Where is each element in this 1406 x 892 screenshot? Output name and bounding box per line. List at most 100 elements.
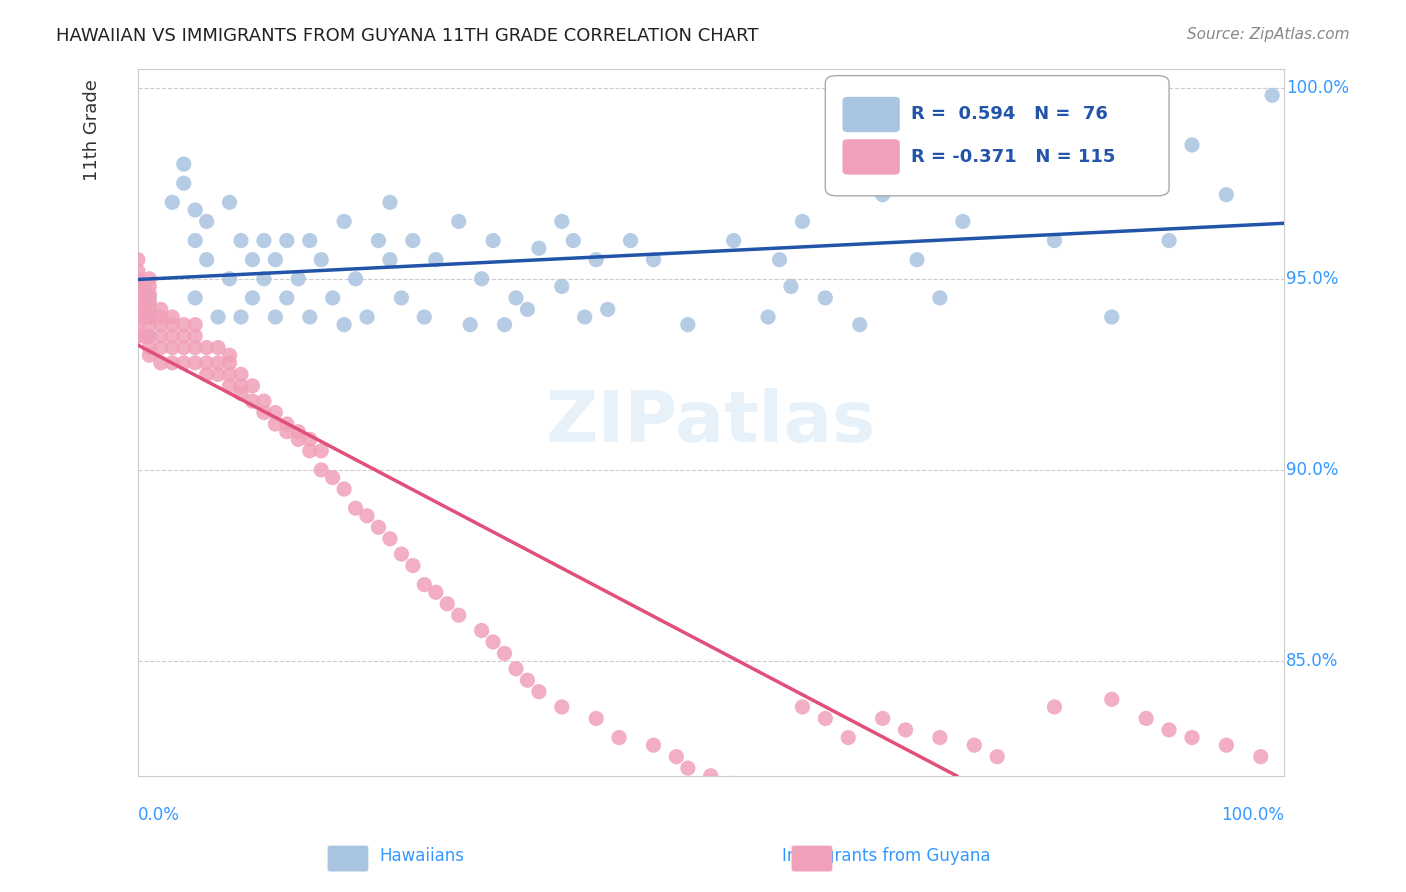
Point [643,252,665,267]
Point [229,310,252,324]
Point [162,310,184,324]
Point [963,738,986,752]
FancyBboxPatch shape [825,76,1168,196]
FancyBboxPatch shape [842,139,900,175]
Point [195,341,218,355]
Point [229,368,252,382]
Point [494,647,516,661]
Point [905,252,928,267]
Point [413,310,436,324]
Point [1135,711,1157,725]
Point [195,368,218,382]
Point [287,272,309,286]
Point [127,287,149,301]
Point [952,214,974,228]
Point [138,329,160,343]
Point [242,394,264,409]
Point [229,379,252,393]
Point [253,234,276,248]
Point [184,202,207,217]
Text: Immigrants from Guyana: Immigrants from Guyana [782,847,990,865]
Point [596,302,619,317]
Point [471,624,494,638]
Point [298,443,321,458]
Point [527,684,550,698]
Point [872,187,894,202]
Point [607,731,630,745]
Point [162,341,184,355]
Point [132,329,155,343]
Point [149,318,172,332]
Point [322,291,344,305]
Text: ZIPatlas: ZIPatlas [546,388,876,457]
Point [516,302,538,317]
Point [551,279,574,293]
Point [447,608,470,623]
Point [173,329,195,343]
Point [138,341,160,355]
Point [162,329,184,343]
Point [127,291,149,305]
Point [184,234,207,248]
Text: 95.0%: 95.0% [1286,269,1339,288]
Point [848,318,870,332]
Point [378,195,401,210]
Text: 0.0%: 0.0% [138,806,180,824]
Point [585,252,607,267]
Point [218,195,240,210]
Point [734,788,756,802]
Point [242,379,264,393]
Point [792,700,814,714]
Point [425,252,447,267]
Point [298,433,321,447]
Point [780,279,803,293]
Point [700,769,723,783]
Point [1261,88,1284,103]
Point [482,635,505,649]
Point [218,356,240,370]
Point [322,470,344,484]
Point [344,501,367,516]
Point [264,417,287,431]
Point [276,234,298,248]
Point [929,291,952,305]
Point [138,272,160,286]
Point [333,482,356,496]
Point [1101,310,1123,324]
Point [229,234,252,248]
Point [1043,234,1066,248]
Point [723,234,745,248]
Point [309,463,332,477]
Point [1215,738,1237,752]
Text: 11th Grade: 11th Grade [83,79,101,181]
Point [425,585,447,599]
Point [756,310,779,324]
Point [872,711,894,725]
Point [162,356,184,370]
Point [149,341,172,355]
Point [309,252,332,267]
Point [138,329,160,343]
Point [138,287,160,301]
Text: HAWAIIAN VS IMMIGRANTS FROM GUYANA 11TH GRADE CORRELATION CHART: HAWAIIAN VS IMMIGRANTS FROM GUYANA 11TH … [56,27,759,45]
Point [149,302,172,317]
Point [1077,176,1099,190]
Point [527,241,550,255]
Text: 85.0%: 85.0% [1286,652,1339,670]
Point [127,272,149,286]
Point [173,341,195,355]
Point [253,406,276,420]
Point [127,329,149,343]
Point [551,214,574,228]
Point [195,214,218,228]
Point [402,234,425,248]
Point [516,673,538,688]
Point [333,214,356,228]
Point [138,291,160,305]
Point [756,799,779,814]
Point [333,318,356,332]
Point [389,291,412,305]
Point [162,318,184,332]
Point [218,348,240,362]
Point [505,291,527,305]
